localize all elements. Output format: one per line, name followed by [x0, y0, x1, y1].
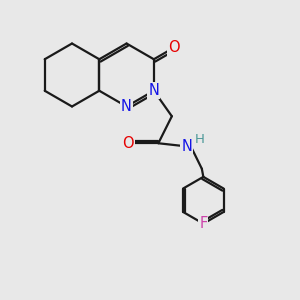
Text: N: N	[182, 139, 192, 154]
Text: O: O	[168, 40, 179, 55]
Text: O: O	[122, 136, 134, 151]
Text: F: F	[199, 216, 208, 231]
Text: N: N	[121, 99, 132, 114]
Text: H: H	[194, 133, 204, 146]
Text: N: N	[148, 83, 159, 98]
